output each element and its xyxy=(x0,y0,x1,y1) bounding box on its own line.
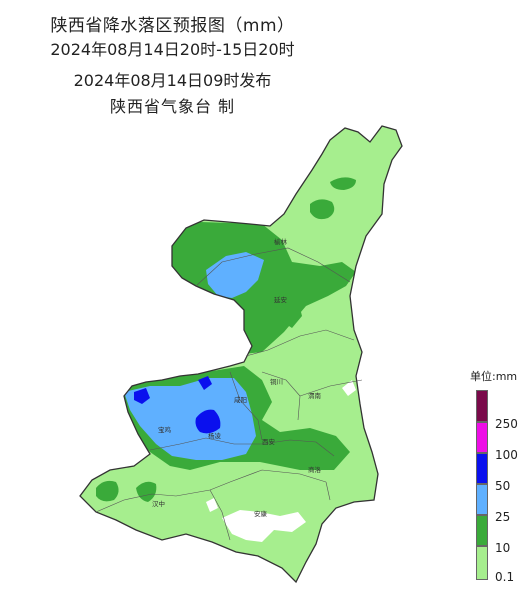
no-rain-area-ankang xyxy=(222,510,306,542)
rain-25mm-guanzhong xyxy=(124,378,256,460)
legend-swatch-50 xyxy=(476,453,488,484)
city-label-yanan: 延安 xyxy=(274,295,288,304)
city-label-shangluo: 商洛 xyxy=(308,465,322,474)
city-label-ankang: 安康 xyxy=(254,509,268,518)
city-labels: 榆林 延安 铜川 渭南 咸阳 宝鸡 杨凌 西安 商洛 汉中 安康 xyxy=(152,237,322,518)
map-title: 陕西省降水落区预报图（mm） xyxy=(50,16,295,36)
legend-label-250: 250 xyxy=(495,417,518,431)
no-rain-area-small-2 xyxy=(342,380,356,396)
legend-unit: 单位:mm xyxy=(470,370,518,383)
city-label-yulin: 榆林 xyxy=(274,237,288,246)
city-label-yangling: 杨凌 xyxy=(208,431,222,440)
city-label-tongchuan: 铜川 xyxy=(270,377,283,386)
rain-10mm-spot-2 xyxy=(330,177,356,190)
legend-swatch-250 xyxy=(476,390,488,422)
legend-label-100: 100 xyxy=(495,448,518,462)
city-boundaries xyxy=(95,247,363,541)
legend-swatch-0-1 xyxy=(476,546,488,580)
rain-10mm-north xyxy=(160,222,356,354)
legend-swatch-10 xyxy=(476,515,488,546)
legend-swatch-25 xyxy=(476,484,488,515)
rain-50mm-spot-north xyxy=(198,376,212,390)
city-label-xianyang: 咸阳 xyxy=(234,395,247,404)
legend-swatch-100 xyxy=(476,422,488,453)
city-label-hanzhong: 汉中 xyxy=(152,499,165,508)
rain-10mm-south-1 xyxy=(96,480,119,502)
forecast-period: 2024年08月14日20时-15日20时 xyxy=(50,40,295,59)
legend-label-10: 10 xyxy=(495,541,511,555)
city-label-weinan: 渭南 xyxy=(308,391,322,400)
city-label-xian: 西安 xyxy=(262,437,276,446)
issue-time: 2024年08月14日09时发布 xyxy=(73,71,272,90)
map-header: 陕西省降水落区预报图（mm） 2024年08月14日20时-15日20时 202… xyxy=(0,14,345,120)
legend-label-25: 25 xyxy=(495,510,511,524)
rain-10mm-spot-1 xyxy=(310,199,335,220)
rain-50mm-core xyxy=(195,409,221,434)
issuing-agency: 陕西省气象台 制 xyxy=(109,97,236,116)
legend-label-50: 50 xyxy=(495,479,511,493)
legend-label-0-1: 0.1 xyxy=(495,570,515,584)
rain-10mm-spot-3 xyxy=(276,300,302,328)
rain-10mm-south-2 xyxy=(136,481,157,502)
no-rain-area-small-1 xyxy=(206,498,218,512)
rain-50mm-spot-west xyxy=(134,388,150,404)
city-label-baoji: 宝鸡 xyxy=(158,425,172,434)
